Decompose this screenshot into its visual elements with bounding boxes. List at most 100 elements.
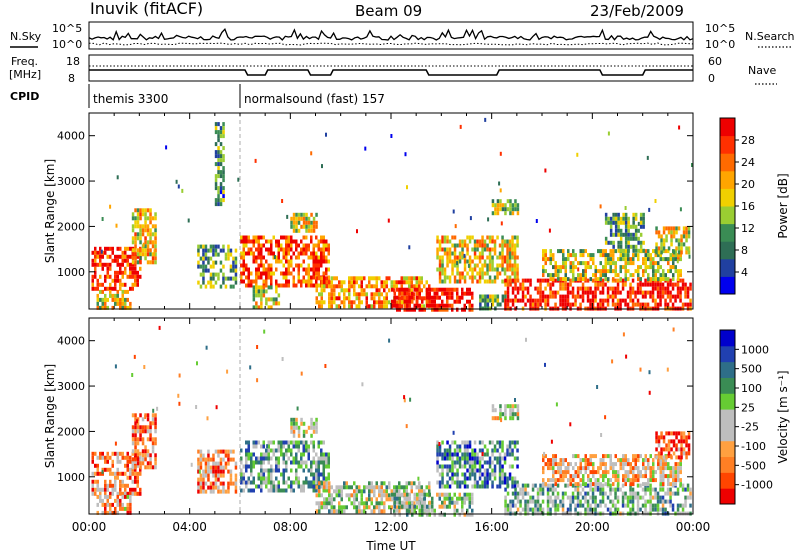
velocity-cell [529,499,532,504]
power-cell [471,275,474,280]
power-cell [146,216,150,221]
power-cell [106,270,109,275]
velocity-cell [516,408,520,413]
power-cell [229,268,233,273]
power-cell [483,259,487,264]
power-cell [358,304,361,309]
power-cell [396,295,399,300]
power-cell [669,269,672,274]
velocity-cell [612,466,615,471]
velocity-cell [589,503,592,508]
velocity-cell [549,466,552,471]
power-cell [348,304,351,309]
power-cell [619,220,623,225]
power-cell [587,253,590,258]
power-cell [310,224,313,229]
power-cell [463,303,466,308]
velocity-cell [607,454,610,459]
power-cell [260,251,263,256]
power-cell [280,243,283,248]
velocity-cell [524,507,527,512]
velocity-cell [544,482,547,487]
power-cell [380,280,383,285]
velocity-cell [448,492,451,497]
velocity-cell [126,494,129,499]
power-cell [353,284,356,289]
velocity-cell [149,425,152,430]
velocity-cell [388,485,391,490]
power-cell [441,267,444,272]
power-cell [544,261,547,266]
velocity-cell [280,440,283,445]
power-cell [609,224,613,229]
power-cell [589,290,592,295]
velocity-cell [589,495,592,500]
velocity-cell [557,470,560,475]
power-cell [119,297,122,302]
power-cell [285,275,288,280]
velocity-cell [325,456,328,461]
velocity-cell [466,456,469,461]
velocity-cell [463,492,466,497]
velocity-cell [686,483,690,488]
power-cell [302,275,305,280]
power-cell [481,263,484,268]
power-cell [124,297,127,302]
power-cell [234,256,238,261]
power-cell [574,265,577,270]
velocity-cell [491,460,494,465]
velocity-cell [282,460,285,465]
velocity-cell [611,499,615,504]
power-cell [486,279,489,284]
velocity-cell [275,456,278,461]
velocity-cell [614,478,617,483]
velocity-cell [569,478,572,483]
power-cell [594,277,597,282]
power-cell [607,240,610,245]
power-cell [554,302,557,307]
velocity-cell [657,439,661,444]
velocity-cell [536,495,540,500]
power-cell [315,220,318,225]
velocity-cell [405,489,408,494]
power-cell [496,211,500,216]
power-cell [594,269,597,274]
velocity-cell [255,460,258,465]
velocity-cell [421,504,424,509]
power-cell [493,243,497,248]
power-cell [631,302,635,307]
velocity-cell [280,444,283,449]
power-cell [348,276,351,281]
velocity-cell [99,491,102,496]
velocity-cell [556,491,560,496]
velocity-cell [396,496,399,501]
velocity-cell [295,417,298,422]
power-cell [134,260,137,265]
velocity-cell [144,429,147,434]
power-cell [242,247,245,252]
scatter-cell [175,179,178,184]
power-cell [627,269,630,274]
power-cell [479,298,482,303]
scatter-cell [266,444,269,449]
velocity-cell [245,460,248,465]
velocity-cell [151,465,155,470]
power-cell [129,305,132,310]
velocity-cell [285,452,288,457]
velocity-cell [416,496,419,501]
power-cell [297,271,300,276]
power-cell [328,304,331,309]
velocity-cell [471,460,474,465]
power-cell [687,226,691,231]
velocity-cell [209,485,213,490]
velocity-cell [674,466,677,471]
power-cell [501,294,505,299]
power-cell [109,246,112,251]
power-cell [285,259,288,264]
velocity-cell [519,491,522,496]
velocity-cell [637,454,640,459]
scatter-cell [101,217,104,221]
velocity-cell [318,493,321,498]
velocity-cell [656,491,660,496]
velocity-cell [486,452,489,457]
